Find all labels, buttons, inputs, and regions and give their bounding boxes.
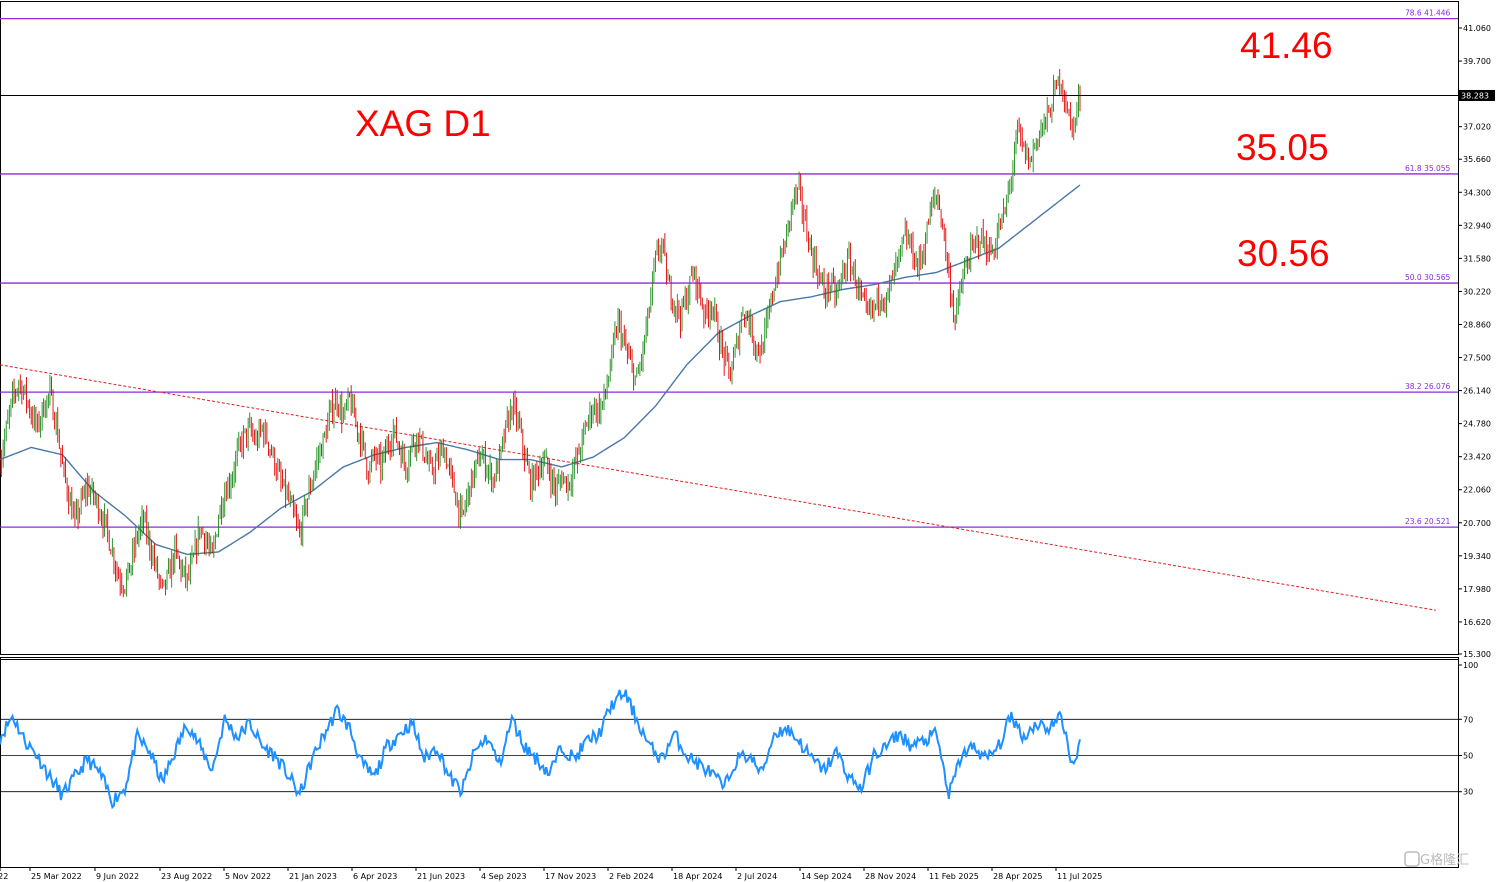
time-tick-label: 21 Jun 2023 [417,872,465,881]
fib-level-label: 23.6 20.521 [1405,517,1451,526]
price-tick-label: 24.780 [1463,420,1491,429]
annotation-41-46: 41.46 [1240,25,1333,66]
fib-level-label: 78.6 41.446 [1405,9,1451,18]
chart-title: XAG D1 [355,103,491,144]
current-price-box [1459,89,1495,101]
fib-level-label: 38.2 26.076 [1405,382,1451,391]
fib-level-label: 50.0 30.565 [1405,273,1451,282]
oscillator-line [0,689,1081,810]
time-tick-label: 11 Jul 2025 [1057,872,1102,881]
price-tick-label: 16.620 [1463,618,1491,627]
fibonacci-levels: 78.6 41.446 61.8 35.055 50.0 30.565 38.2 26… [0,9,1458,528]
oscillator-axis: 100 70 50 30 [0,661,1478,797]
svg-text:G格隆汇: G格隆汇 [1420,852,1469,868]
oscillator [0,689,1081,810]
price-tick-label: 39.700 [1463,57,1491,66]
time-tick-label: 5 Nov 2022 [225,872,271,881]
time-tick-label: 6 Apr 2023 [353,872,397,881]
time-axis: 2022 25 Mar 2022 9 Jun 2022 23 Aug 2022 5 No… [0,867,1102,881]
annotation-35-05: 35.05 [1236,127,1329,168]
time-tick-label: 28 Nov 2024 [865,872,916,881]
annotation-30-56: 30.56 [1237,233,1330,274]
osc-tick-label: 30 [1463,788,1473,797]
price-tick-label: 37.020 [1463,123,1491,132]
time-tick-label: 14 Sep 2024 [801,872,852,881]
price-tick-label: 30.220 [1463,287,1491,296]
trendline[interactable] [0,364,1436,611]
moving-average-line [0,184,1081,556]
price-tick-label: 20.700 [1463,519,1491,528]
price-tick-label: 22.060 [1463,486,1491,495]
time-tick-label: 11 Feb 2025 [929,872,979,881]
fib-level-label: 61.8 35.055 [1405,164,1451,173]
watermark: G格隆汇 [1404,851,1469,868]
price-pane-frame [0,1,1459,655]
trendline-dashed[interactable] [0,364,1436,611]
price-tick-label: 27.500 [1463,354,1491,363]
price-tick-label: 26.140 [1463,387,1491,396]
time-tick-label: 2022 [0,872,8,881]
price-tick-label: 34.300 [1463,188,1491,197]
time-tick-label: 21 Jan 2023 [289,872,337,881]
time-tick-label: 18 Apr 2024 [673,872,722,881]
time-tick-label: 25 Mar 2022 [31,872,82,881]
osc-tick-label: 100 [1463,661,1478,670]
price-tick-label: 41.060 [1463,24,1491,33]
price-tick-label: 28.860 [1463,320,1491,329]
current-price-label: 38.283 [1461,91,1489,100]
time-tick-label: 23 Aug 2022 [161,872,212,881]
price-tick-label: 23.420 [1463,453,1491,462]
price-axis: 41.06039.70038.34037.02035.66034.30032.9… [1458,24,1491,659]
osc-tick-label: 50 [1463,752,1473,761]
time-tick-label: 28 Apr 2025 [993,872,1042,881]
time-tick-label: 9 Jun 2022 [96,872,139,881]
time-tick-label: 17 Nov 2023 [545,872,596,881]
time-tick-label: 2 Feb 2024 [609,872,654,881]
price-tick-label: 15.300 [1463,650,1491,659]
candles [0,69,1081,598]
price-tick-label: 35.660 [1463,155,1491,164]
time-tick-label: 2 Jul 2024 [737,872,777,881]
price-tick-label: 17.980 [1463,585,1491,594]
time-tick-label: 4 Sep 2023 [481,872,527,881]
moving-average [0,184,1081,556]
price-tick-label: 32.940 [1463,221,1491,230]
price-tick-label: 31.580 [1463,254,1491,263]
price-tick-label: 19.340 [1463,552,1491,561]
osc-tick-label: 70 [1463,715,1473,724]
oscillator-pane-frame [0,657,1459,868]
